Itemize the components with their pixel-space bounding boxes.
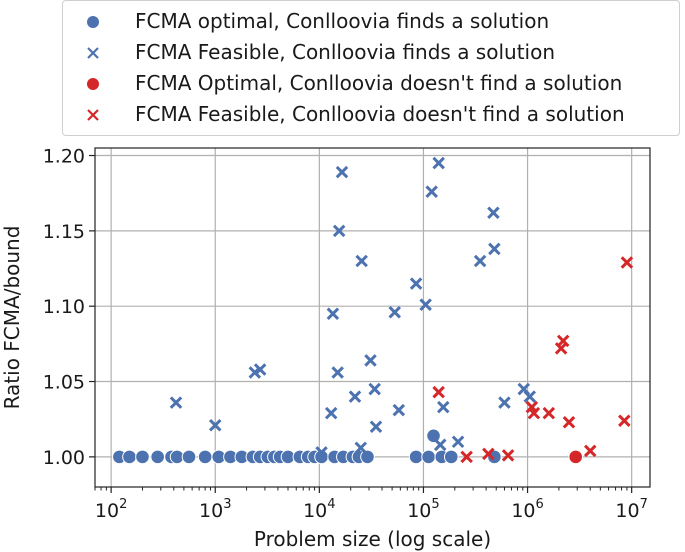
point-series-1 [451, 435, 465, 449]
point-series-1 [331, 366, 344, 379]
point-series-1 [425, 185, 438, 198]
point-series-1 [488, 242, 501, 256]
x-tick-label: 102 [95, 497, 127, 522]
point-series-1 [368, 382, 381, 396]
legend-item-feasible-solved: FCMA Feasible, Conlloovia finds a soluti… [63, 38, 679, 68]
point-series-3 [620, 256, 634, 269]
point-series-0 [135, 449, 150, 465]
point-series-1 [348, 390, 362, 403]
point-series-1 [409, 277, 423, 290]
legend-item-feasible-unsolved: FCMA Feasible, Conlloovia doesn't find a… [63, 100, 679, 130]
point-series-0 [122, 449, 137, 465]
point-series-1 [369, 420, 383, 433]
y-tick-label: 1.15 [43, 221, 85, 243]
point-series-0 [421, 449, 436, 465]
point-series-1 [392, 403, 406, 417]
plot-frame [94, 147, 651, 488]
point-series-0 [408, 449, 424, 465]
y-tick-label: 1.00 [43, 447, 85, 469]
legend-label: FCMA Feasible, Conlloovia doesn't find a… [135, 102, 625, 126]
axis-ticks: 1.00 1.05 1.10 1.15 1.20 102 103 104 105 106 107 [43, 146, 648, 522]
point-series-1 [169, 396, 183, 409]
point-series-1 [324, 406, 338, 420]
legend-label: FCMA Optimal, Conlloovia doesn't find a … [135, 71, 623, 95]
legend: FCMA optimal, Conlloovia finds a solutio… [62, 0, 680, 136]
point-series-0 [443, 449, 459, 465]
point-series-3 [583, 444, 597, 458]
point-series-1 [208, 418, 222, 432]
point-series-3 [618, 414, 631, 427]
point-series-1 [253, 363, 267, 376]
legend-label: FCMA Feasible, Conlloovia finds a soluti… [135, 40, 556, 64]
legend-marker-blue-x-icon [87, 47, 99, 59]
point-series-0 [487, 449, 502, 465]
point-series-3 [482, 447, 495, 461]
y-tick-label: 1.05 [43, 372, 85, 394]
point-series-1 [498, 396, 511, 409]
x-tick-label: 106 [511, 497, 543, 522]
x-tick-label: 107 [615, 497, 647, 522]
point-series-1 [354, 441, 368, 455]
point-series-1 [332, 224, 346, 238]
point-series-3 [556, 334, 570, 348]
point-series-1 [388, 305, 402, 319]
point-series-0 [150, 449, 165, 465]
x-tick-label: 104 [303, 497, 335, 522]
grid [95, 148, 650, 487]
point-series-1 [315, 446, 328, 459]
point-series-1 [523, 390, 537, 403]
x-tick-label: 105 [407, 497, 439, 522]
x-axis-label: Problem size (log scale) [254, 527, 491, 551]
point-series-3 [501, 449, 515, 462]
legend-marker-blue-circle-icon [86, 15, 100, 29]
point-series-1 [419, 298, 432, 311]
point-series-1 [473, 254, 487, 268]
point-series-3 [432, 385, 445, 399]
y-axis-label: Ratio FCMA/bound [0, 226, 24, 410]
y-tick-label: 1.10 [43, 296, 85, 318]
point-series-1 [355, 254, 368, 268]
point-series-3 [542, 406, 556, 420]
legend-item-optimal-solved: FCMA optimal, Conlloovia finds a solutio… [63, 7, 679, 37]
point-series-2 [568, 449, 583, 465]
point-series-1 [433, 438, 447, 452]
point-series-3 [562, 415, 576, 429]
point-series-0 [360, 449, 375, 465]
point-series-1 [364, 354, 377, 367]
point-series-1 [326, 307, 340, 320]
x-tick-label: 103 [199, 497, 231, 522]
point-series-1 [432, 156, 445, 170]
point-series-1 [437, 400, 450, 414]
data-points [112, 156, 634, 465]
legend-marker-red-x-icon [87, 109, 99, 121]
y-tick-label: 1.20 [43, 146, 85, 168]
point-series-0 [426, 428, 441, 444]
point-series-1 [335, 165, 349, 179]
point-series-3 [527, 406, 541, 420]
point-series-0 [181, 449, 197, 465]
legend-marker-red-circle-icon [86, 77, 100, 91]
legend-label: FCMA optimal, Conlloovia finds a solutio… [135, 9, 550, 33]
point-series-1 [487, 206, 500, 220]
legend-item-optimal-unsolved: FCMA Optimal, Conlloovia doesn't find a … [63, 69, 679, 99]
point-series-3 [460, 450, 473, 464]
point-series-0 [197, 449, 213, 465]
